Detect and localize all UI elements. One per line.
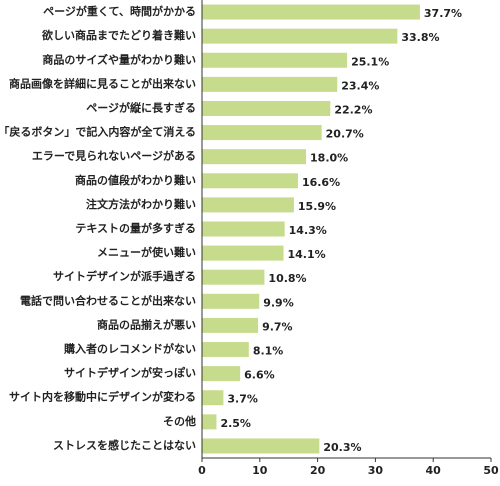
y-tick-label: 商品の値段がわかり難い [75, 173, 196, 187]
bar [202, 125, 322, 141]
y-tick-label: 購入者のレコメンドがない [63, 342, 196, 356]
bar [202, 100, 331, 116]
value-label: 9.9% [263, 296, 294, 309]
bar [202, 342, 249, 358]
value-label: 14.3% [289, 224, 327, 237]
x-tick-label: 20 [310, 464, 326, 477]
bar [202, 269, 265, 285]
bar [202, 173, 298, 189]
y-tick-label: ストレスを感じたことはない [53, 438, 196, 452]
value-label: 20.7% [326, 128, 364, 141]
bar [202, 293, 260, 309]
x-tick-label: 0 [198, 464, 206, 477]
value-label: 37.7% [424, 7, 462, 20]
value-label: 14.1% [287, 248, 325, 261]
y-tick-label: ページが縦に長すぎる [86, 100, 196, 114]
y-tick-label: 注文方法がわかり難い [86, 197, 196, 211]
y-tick-label: サイトデザインが派手過ぎる [53, 269, 196, 283]
y-tick-label: エラーで見られないページがある [32, 149, 196, 163]
bar [202, 221, 285, 237]
bar [202, 4, 420, 20]
value-label: 6.6% [244, 369, 275, 382]
value-label: 16.6% [302, 176, 340, 189]
y-tick-label: メニューが使い難い [97, 245, 196, 259]
y-tick-label: サイト内を移動中にデザインが変わる [9, 390, 196, 404]
y-tick-label: テキストの量が多すぎる [75, 221, 196, 235]
bar [202, 438, 320, 454]
bar [202, 245, 284, 261]
y-tick-label: 商品画像を詳細に見ることが出来ない [9, 76, 196, 90]
value-label: 25.1% [351, 55, 389, 68]
value-label: 20.3% [323, 441, 361, 454]
y-tick-label: サイトデザインが安っぽい [64, 366, 196, 380]
value-label: 10.8% [268, 272, 306, 285]
y-tick-label: 商品の品揃えが悪い [97, 317, 196, 331]
bar [202, 414, 217, 430]
bar [202, 390, 224, 406]
bar [202, 76, 338, 92]
bar [202, 149, 307, 165]
x-tick-label: 50 [483, 464, 499, 477]
x-tick-label: 30 [368, 464, 384, 477]
value-label: 9.7% [262, 320, 293, 333]
value-label: 8.1% [253, 345, 284, 358]
y-tick-label: その他 [163, 414, 196, 428]
y-tick-label: 「戻るボタン」で記入内容が全て消える [0, 125, 196, 139]
value-label: 18.0% [310, 152, 348, 165]
y-tick-label: 商品のサイズや量がわかり難い [42, 52, 196, 66]
x-tick-label: 10 [252, 464, 268, 477]
bar [202, 366, 241, 382]
value-label: 2.5% [220, 417, 251, 430]
value-label: 22.2% [334, 103, 372, 116]
value-label: 23.4% [341, 79, 379, 92]
x-tick-label: 40 [426, 464, 442, 477]
bar [202, 52, 348, 68]
y-tick-label: 電話で問い合わせることが出来ない [20, 293, 196, 307]
bar [202, 28, 398, 44]
value-label: 33.8% [401, 31, 439, 44]
bar [202, 197, 294, 213]
value-label: 15.9% [298, 200, 336, 213]
y-tick-label: ページが重くて、時間がかかる [43, 4, 196, 18]
value-label: 3.7% [227, 393, 258, 406]
y-tick-label: 欲しい商品までたどり着き難い [41, 28, 196, 42]
bar [202, 317, 259, 333]
